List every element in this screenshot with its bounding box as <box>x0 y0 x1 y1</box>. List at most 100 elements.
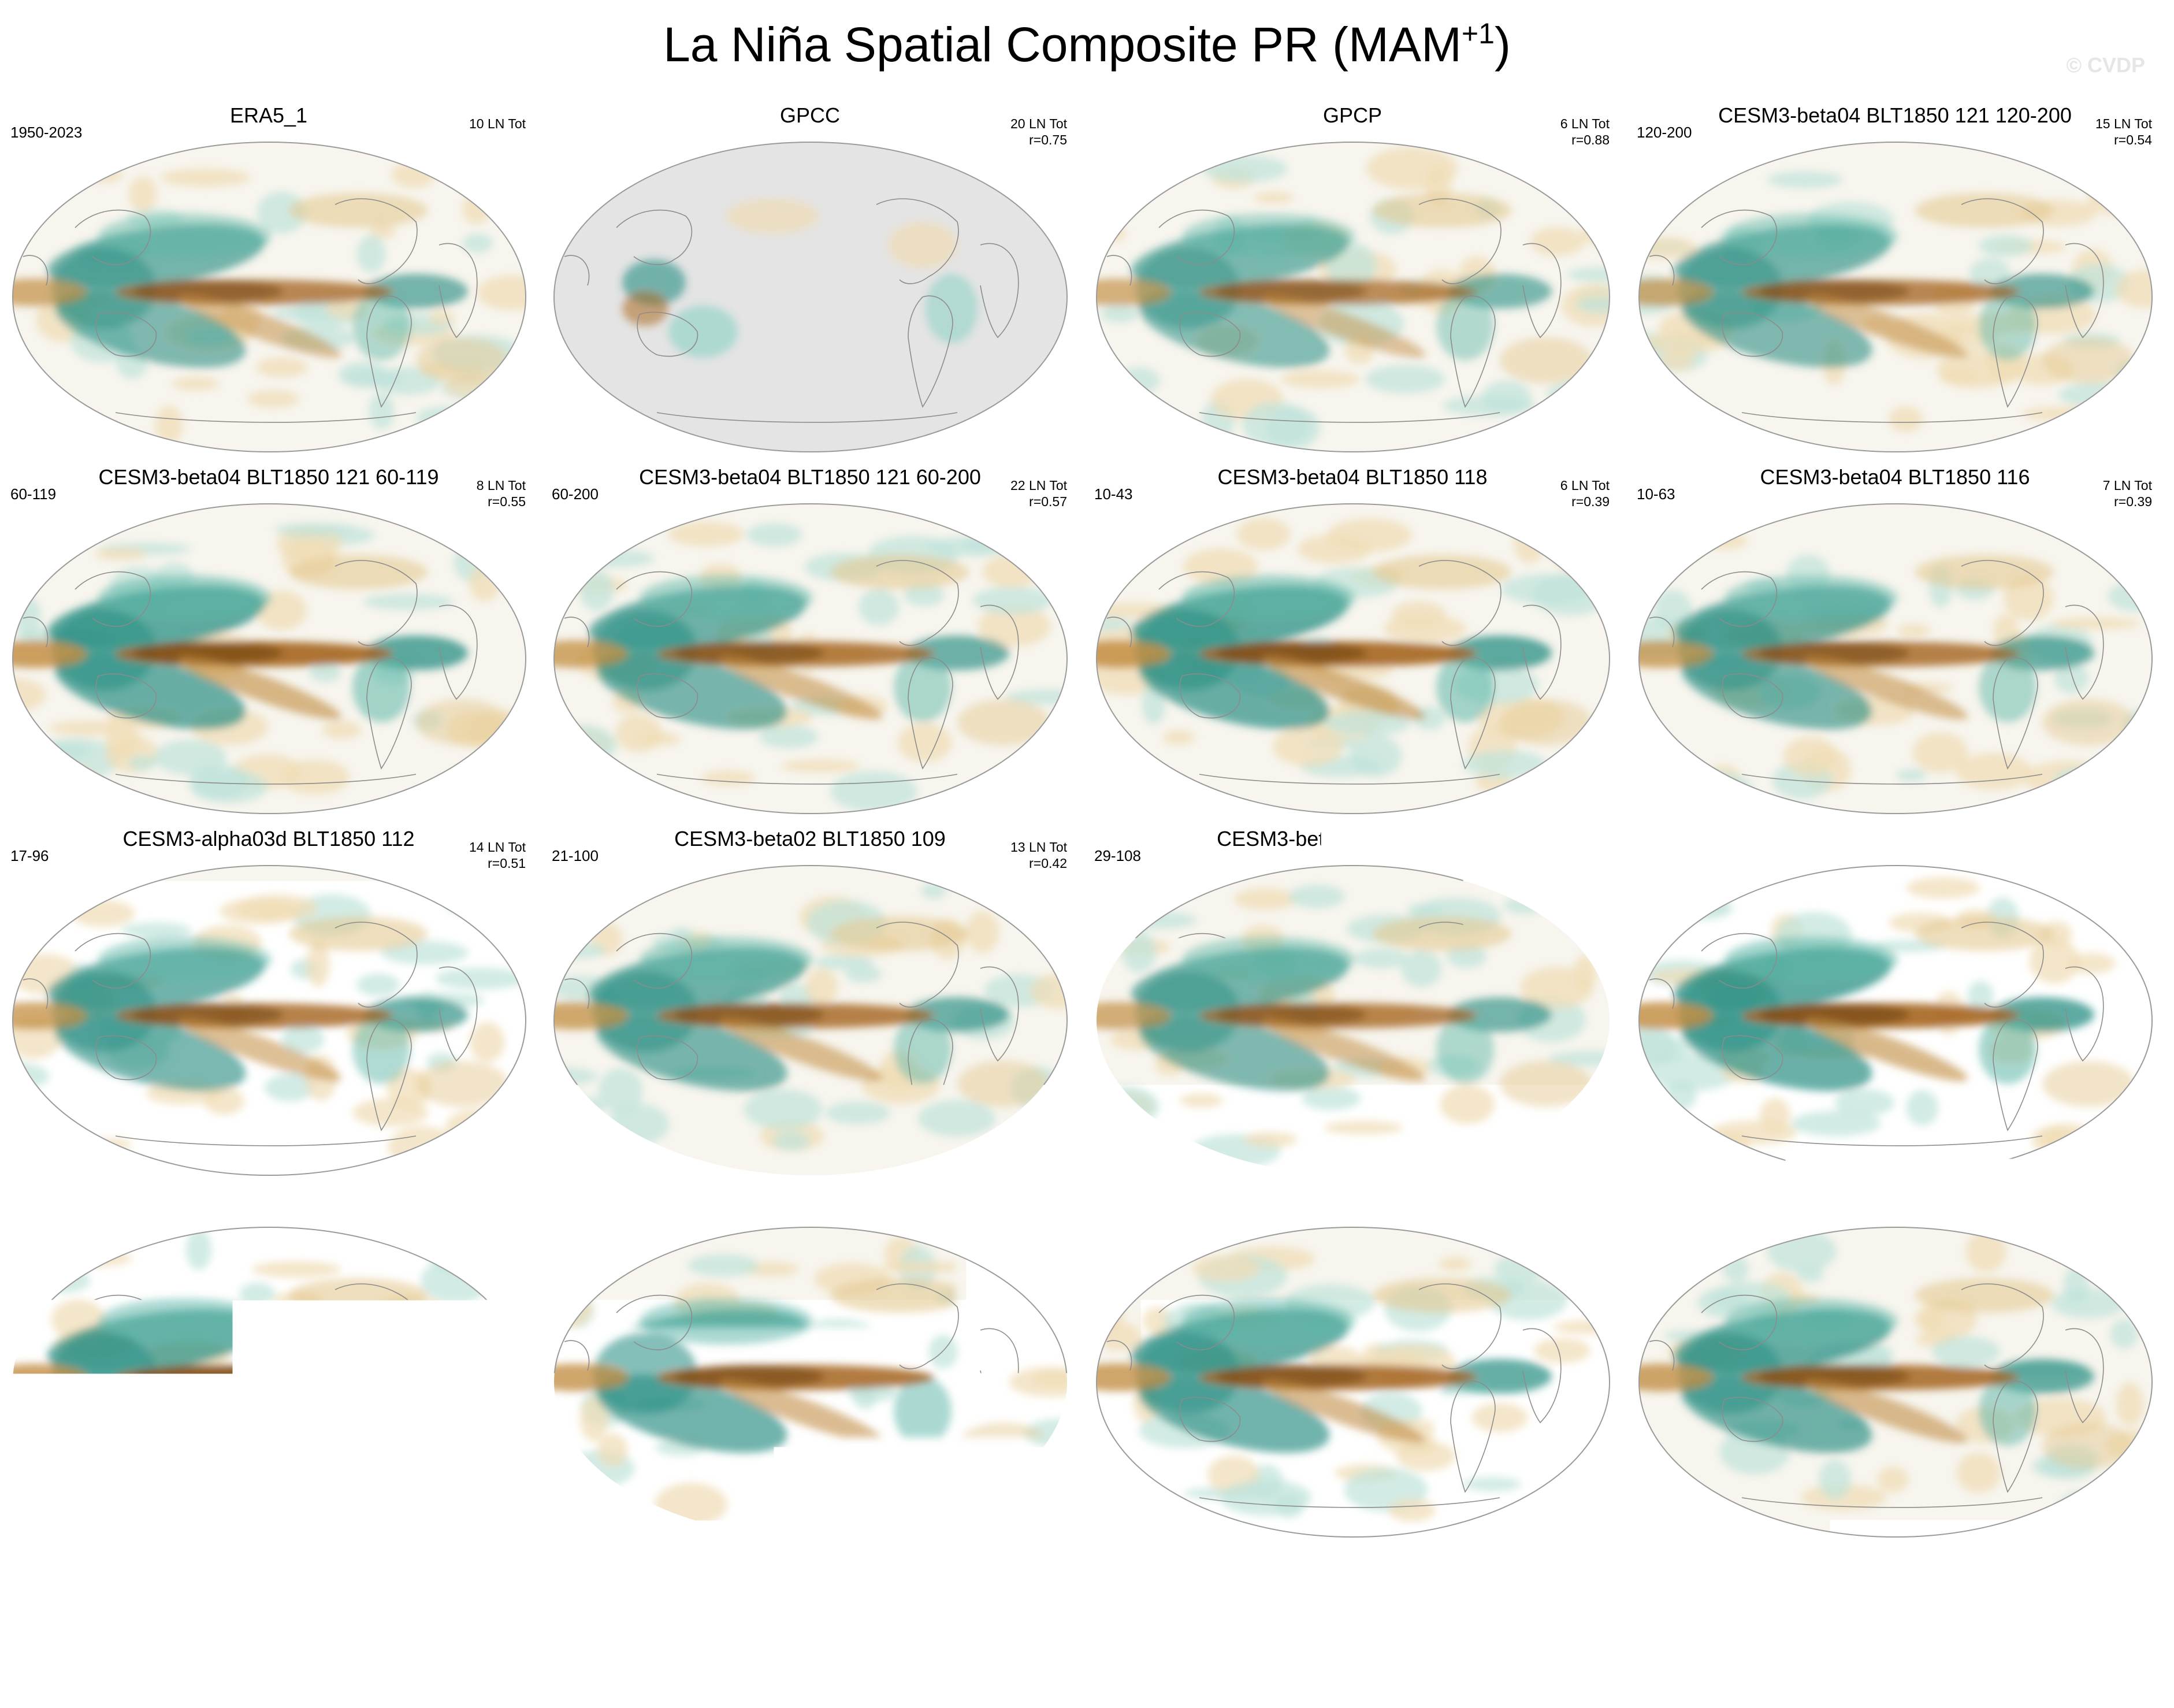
panel-title: CESM2 piControl A <box>1626 1188 2164 1213</box>
colorbar-tick-label: -5 <box>444 1612 474 1650</box>
colorbar-swatch <box>1577 1575 1647 1607</box>
event-count: 14 LN Tot <box>1553 1201 1610 1217</box>
map-panel: CESM3-beta02 BLT1850 109 21-100 13 LN Tot r… <box>541 826 1079 1185</box>
colorbar-swatch <box>1018 1575 1088 1607</box>
colorbar-tick-label: .75 <box>1344 1612 1391 1650</box>
map-panel: CESM3-beta04 BLT1850 121 60-119 60-119 8 L… <box>0 465 537 823</box>
colorbar-tick-label: 1 <box>1428 1612 1446 1650</box>
colorbar <box>389 1575 1786 1607</box>
panel-period: 60-200 <box>552 485 599 503</box>
colorbar-swatch <box>1228 1575 1298 1607</box>
colorbar-swatch <box>1507 1575 1577 1607</box>
event-count: 6 LN Tot <box>1560 477 1610 493</box>
precip-anomaly-map <box>12 1226 527 1538</box>
colorbar-swatch <box>459 1575 529 1607</box>
colorbar-tick-label: 4 <box>1637 1612 1656 1650</box>
colorbar-swatch <box>1437 1575 1507 1607</box>
map-panel: CESM3-beta04 BLT1850 118 10-43 6 LN Tot r=0… <box>1084 465 1621 823</box>
panel-period: 21-100 <box>552 847 599 865</box>
event-count: 13 LN Tot <box>1010 839 1067 855</box>
event-count: 6 LN Tot <box>1560 116 1610 132</box>
colorbar-tick-label: 5 <box>1707 1612 1726 1650</box>
event-count: 8 LN Tot <box>477 477 526 493</box>
event-count: 12 LN Tot <box>2095 1201 2152 1217</box>
colorbar-swatch <box>1088 1575 1158 1607</box>
panel-period: 60-119 <box>10 485 56 503</box>
colorbar-swatch <box>1367 1575 1437 1607</box>
colorbar-tick-label: 3 <box>1567 1612 1586 1650</box>
panel-title: CESM3-beta02 BLT1850 104 <box>1084 826 1621 852</box>
panel-period: 1000-1080 <box>1094 1209 1166 1227</box>
event-count: 10 LN Tot <box>469 116 526 132</box>
map-panel: CESM2 piControl A 800-880 12 LN Tot r=0.60 <box>1626 1188 2164 1546</box>
colorbar-swatch <box>669 1575 739 1607</box>
map-panel: ERA5_1 1950-2023 10 LN Tot <box>0 103 537 461</box>
panel-title: GPCP <box>1084 103 1621 128</box>
panel-title: CESM3-beta04 BLT1850 121 120-200 <box>1626 103 2164 128</box>
colorbar-swatch <box>1158 1575 1228 1607</box>
panel-period: 800-880 <box>1637 1209 1692 1227</box>
colorbar-tick-label: -1 <box>724 1612 754 1650</box>
colorbar-tick-label: -4 <box>514 1612 544 1650</box>
map-panel: CESM3-alpha03d BLT1850 112 17-96 14 LN Tot… <box>0 826 537 1185</box>
precip-anomaly-map <box>1095 141 1611 453</box>
event-count: 12 LN Tot <box>1010 1201 1067 1217</box>
panel-stats: 10 LN Tot <box>469 116 526 132</box>
cvdp-watermark: © CVDP <box>2066 53 2145 77</box>
panel-title: CESM3-beta04 BLT1850 118 <box>1084 465 1621 490</box>
precip-anomaly-map <box>553 503 1068 815</box>
precip-anomaly-map <box>1638 503 2153 815</box>
colorbar-swatch <box>878 1575 948 1607</box>
event-count: 13 LN Tot <box>2095 839 2152 855</box>
map-panel: CESM2 piControl D 1401-1480 15 LN Tot r=0.6… <box>0 1188 537 1546</box>
panel-period: 1950-2023 <box>10 124 82 142</box>
map-panel: CESM3-beta04 BLT1850 121 120-200 120-200 1… <box>1626 103 2164 461</box>
precip-anomaly-map <box>1095 1226 1611 1538</box>
colorbar-swatch <box>948 1575 1018 1607</box>
panel-title: CESM3-beta04 BLT1850 121 60-119 <box>0 465 537 490</box>
map-panel: GPCC 20 LN Tot r=0.75 <box>541 103 1079 461</box>
panel-period: 1601-1680 <box>1637 847 1708 865</box>
event-count: 15 LN Tot <box>469 1201 526 1217</box>
colorbar-swatch <box>1716 1575 1786 1607</box>
panel-period: 10-63 <box>1637 485 1675 503</box>
event-count: 15 LN Tot <box>2095 116 2152 132</box>
colorbar-tick-label: -.1 <box>998 1612 1038 1650</box>
colorbar-tick-label: -.25 <box>919 1612 977 1650</box>
colorbar-tick-label: -3 <box>584 1612 614 1650</box>
panel-period: 17-96 <box>10 847 49 865</box>
colorbar-tick-label: .5 <box>1284 1612 1311 1650</box>
precip-anomaly-map <box>553 1226 1068 1538</box>
precip-anomaly-map <box>12 864 527 1176</box>
colorbar-swatch <box>1298 1575 1367 1607</box>
panel-title: CESM3-beta02 BLT1850 109 <box>541 826 1079 852</box>
precip-anomaly-map <box>1638 1226 2153 1538</box>
panel-period: 10-43 <box>1094 485 1133 503</box>
map-panel: CESM2 piControl E 1601-1680 13 LN Tot r=0.5… <box>1626 826 2164 1185</box>
map-panel: CESM3-beta04 BLT1850 116 10-63 7 LN Tot r=0… <box>1626 465 2164 823</box>
map-panel: CESM3-beta02 BLT1850 104 29-108 9 LN Tot r=… <box>1084 826 1621 1185</box>
panel-title: CESM3-alpha03d BLT1850 112 <box>0 826 537 852</box>
colorbar-units: mm/day <box>0 1648 2174 1690</box>
event-count: 22 LN Tot <box>1010 477 1067 493</box>
precip-anomaly-map <box>12 141 527 453</box>
colorbar-tick-label: 2 <box>1497 1612 1516 1650</box>
colorbar-tick-label: -.75 <box>779 1612 837 1650</box>
panel-title: GPCC <box>541 103 1079 128</box>
map-panel: GPCP 6 LN Tot r=0.88 <box>1084 103 1621 461</box>
precip-anomaly-map <box>553 141 1068 453</box>
precip-anomaly-map <box>1095 503 1611 815</box>
colorbar-tick-label: .1 <box>1144 1612 1172 1650</box>
panel-title: CESM3-beta04 BLT1850 116 <box>1626 465 2164 490</box>
colorbar-swatch <box>529 1575 599 1607</box>
map-panel: CESM2 piControl B 1000-1080 14 LN Tot r=0.6… <box>1084 1188 1621 1546</box>
precip-anomaly-map <box>1095 864 1611 1176</box>
event-count: 14 LN Tot <box>469 839 526 855</box>
panel-period: 120-200 <box>1637 124 1692 142</box>
event-count: 7 LN Tot <box>2103 477 2152 493</box>
figure-title: La Niña Spatial Composite PR (MAM+1) <box>0 13 2174 76</box>
panel-period: 1201-1280 <box>552 1209 623 1227</box>
colorbar-tick-label: -.5 <box>859 1612 898 1650</box>
colorbar-swatch <box>739 1575 809 1607</box>
precip-anomaly-map <box>1638 141 2153 453</box>
